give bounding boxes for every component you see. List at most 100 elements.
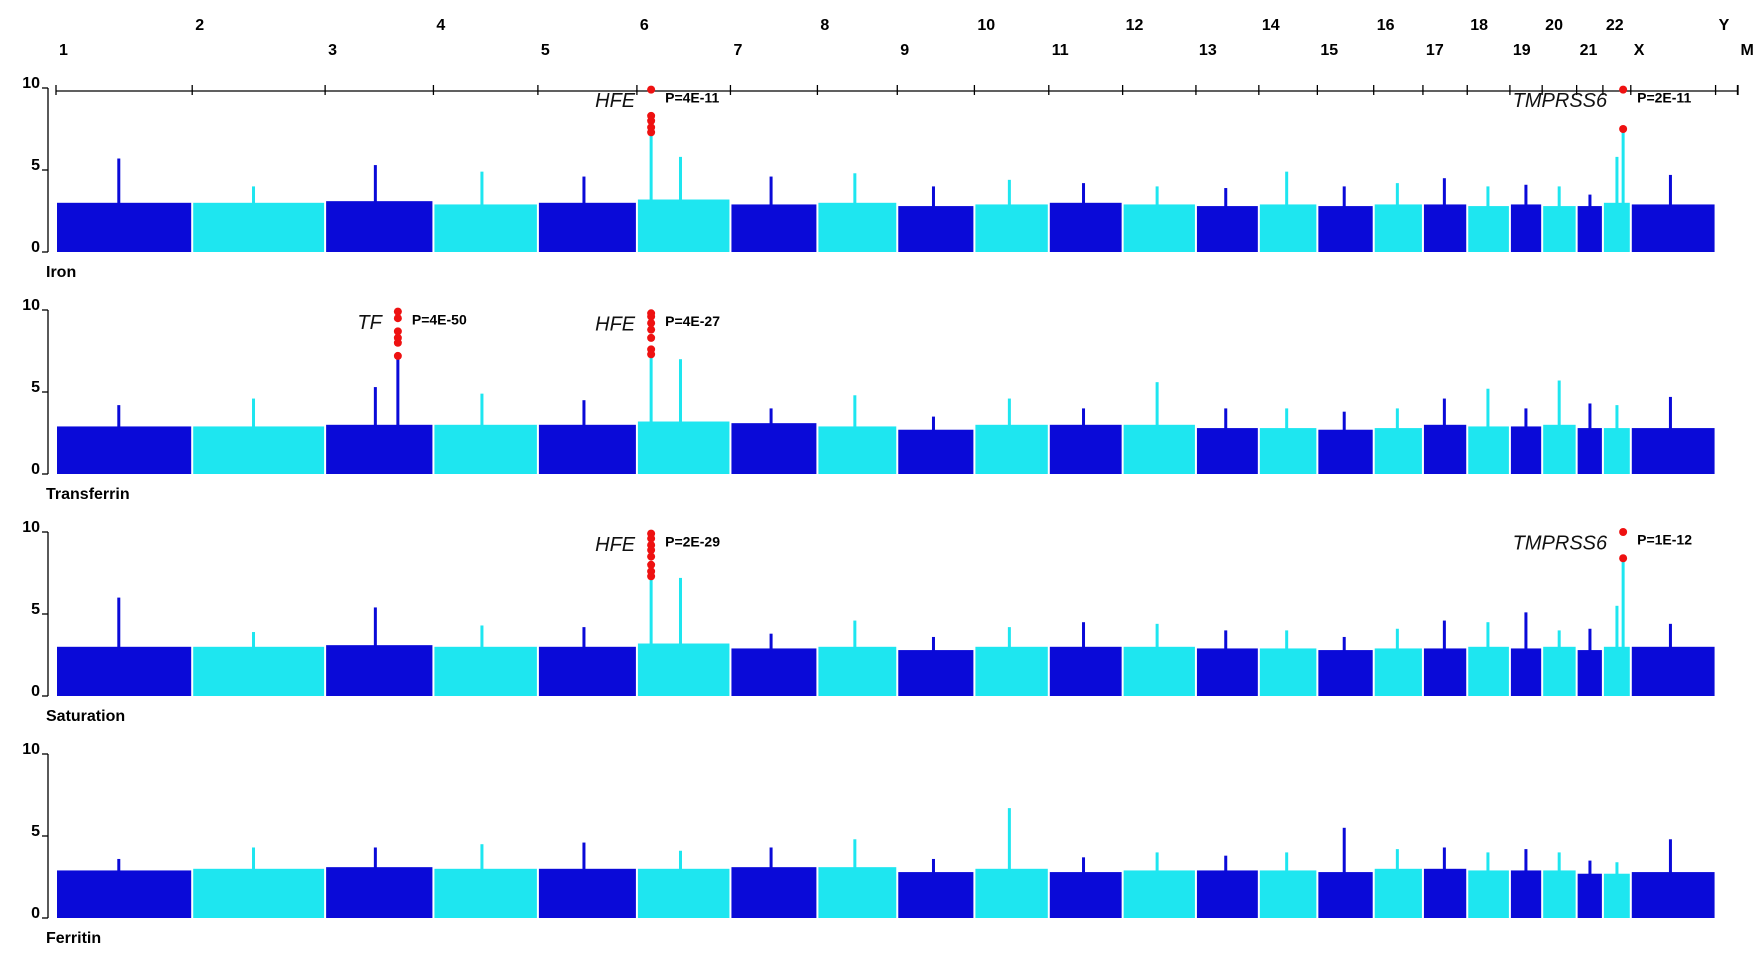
gene-label: HFE <box>595 534 636 556</box>
p-value-label: P=2E-29 <box>665 533 720 549</box>
chromosome-peak <box>582 627 586 696</box>
y-tick-label: 5 <box>31 601 40 618</box>
p-value-label: P=1E-12 <box>1637 532 1692 548</box>
chromosome-bulk <box>326 867 433 918</box>
chromosome-peak <box>252 186 256 252</box>
chromosome-bulk <box>538 424 636 474</box>
hit-point <box>647 128 656 137</box>
chromosome-bulk <box>538 868 636 918</box>
chromosome-peak <box>373 165 377 252</box>
chromosome-label: 2 <box>195 17 204 34</box>
chromosome-bulk <box>637 421 730 474</box>
chromosome-peak <box>373 607 377 696</box>
hit-point <box>393 338 402 347</box>
y-tick-label: 10 <box>22 519 40 536</box>
chromosome-peak <box>853 395 857 474</box>
hit-point <box>647 312 656 321</box>
chromosome-peak <box>1395 183 1399 252</box>
chromosome-label: 3 <box>328 42 337 59</box>
panel-label: Ferritin <box>46 930 101 947</box>
chromosome-label: X <box>1634 42 1645 59</box>
chromosome-bulk <box>1123 204 1195 252</box>
hit-column <box>396 355 400 474</box>
chromosome-bulk <box>538 202 636 252</box>
chromosome-peak <box>373 847 377 918</box>
y-tick-label: 10 <box>22 297 40 314</box>
chromosome-peak <box>1588 628 1592 696</box>
hit-column <box>649 132 653 252</box>
chromosome-peak <box>1395 628 1399 696</box>
chromosome-peak <box>1588 194 1592 252</box>
chromosome-peak <box>1442 620 1446 696</box>
chromosome-bulk <box>731 867 817 918</box>
chromosome-peak <box>1224 408 1228 474</box>
gene-label: TF <box>357 312 383 334</box>
chromosome-label: 20 <box>1545 17 1563 34</box>
chromosome-peak <box>1524 184 1528 252</box>
chromosome-bulk <box>1631 428 1715 474</box>
chromosome-peak <box>1082 857 1086 918</box>
chromosome-peak <box>1155 382 1159 474</box>
chromosome-peak <box>769 633 773 696</box>
chromosome-peak <box>1615 605 1619 696</box>
chromosome-label: M <box>1740 42 1753 59</box>
chromosome-peak <box>1224 630 1228 696</box>
chromosome-peak <box>1486 186 1490 252</box>
chromosome-peak <box>1524 408 1528 474</box>
hit-point <box>647 319 656 328</box>
chromosome-bulk <box>326 424 433 474</box>
chromosome-peak <box>582 176 586 252</box>
chromosome-label: 9 <box>900 42 909 59</box>
chromosome-peak <box>678 359 682 474</box>
chromosome-peak <box>1285 630 1289 696</box>
chromosome-peak <box>1342 186 1346 252</box>
chromosome-bulk <box>193 868 325 918</box>
hit-column <box>1621 558 1625 696</box>
chromosome-label: 7 <box>733 42 742 59</box>
chromosome-peak <box>1588 403 1592 474</box>
chromosome-peak <box>582 842 586 918</box>
chromosome-peak <box>931 636 935 696</box>
chromosome-peak <box>252 847 256 918</box>
gene-label: HFE <box>595 90 636 112</box>
chromosome-bulk <box>434 868 537 918</box>
chromosome-peak <box>931 186 935 252</box>
chromosome-bulk <box>326 201 433 252</box>
chromosome-peak <box>1342 636 1346 696</box>
chromosome-peak <box>678 156 682 252</box>
chromosome-label: 10 <box>977 17 995 34</box>
chromosome-peak <box>1615 156 1619 252</box>
chromosome-bulk <box>1196 206 1258 252</box>
hit-point <box>393 314 402 323</box>
hit-point <box>647 350 656 359</box>
chromosome-peak <box>931 858 935 918</box>
chromosome-label: 14 <box>1262 17 1280 34</box>
chromosome-peak <box>1082 183 1086 252</box>
chromosome-peak <box>117 405 121 474</box>
chromosome-peak <box>678 850 682 918</box>
chromosome-peak <box>1557 630 1561 696</box>
panel-label: Transferrin <box>46 486 130 503</box>
hit-point <box>1619 125 1628 133</box>
chromosome-peak <box>1668 623 1672 696</box>
chromosome-bulk <box>434 646 537 696</box>
chromosome-peak <box>1442 178 1446 252</box>
chromosome-peak <box>1285 408 1289 474</box>
chromosome-label: 12 <box>1126 17 1144 34</box>
chromosome-bulk <box>975 868 1048 918</box>
hit-point <box>393 307 402 316</box>
chromosome-label: 16 <box>1377 17 1395 34</box>
chromosome-peak <box>252 398 256 474</box>
chromosome-peak <box>931 416 935 474</box>
chromosome-bulk <box>57 870 192 918</box>
chromosome-peak <box>1007 179 1011 252</box>
chromosome-bulk <box>818 202 897 252</box>
chromosome-bulk <box>731 423 817 474</box>
chromosome-bulk <box>898 872 974 918</box>
chromosome-bulk <box>434 204 537 252</box>
y-tick-label: 5 <box>31 379 40 396</box>
hit-point <box>647 552 656 561</box>
hit-point <box>1619 554 1628 563</box>
chromosome-peak <box>1395 408 1399 474</box>
chromosome-bulk <box>1049 646 1122 696</box>
